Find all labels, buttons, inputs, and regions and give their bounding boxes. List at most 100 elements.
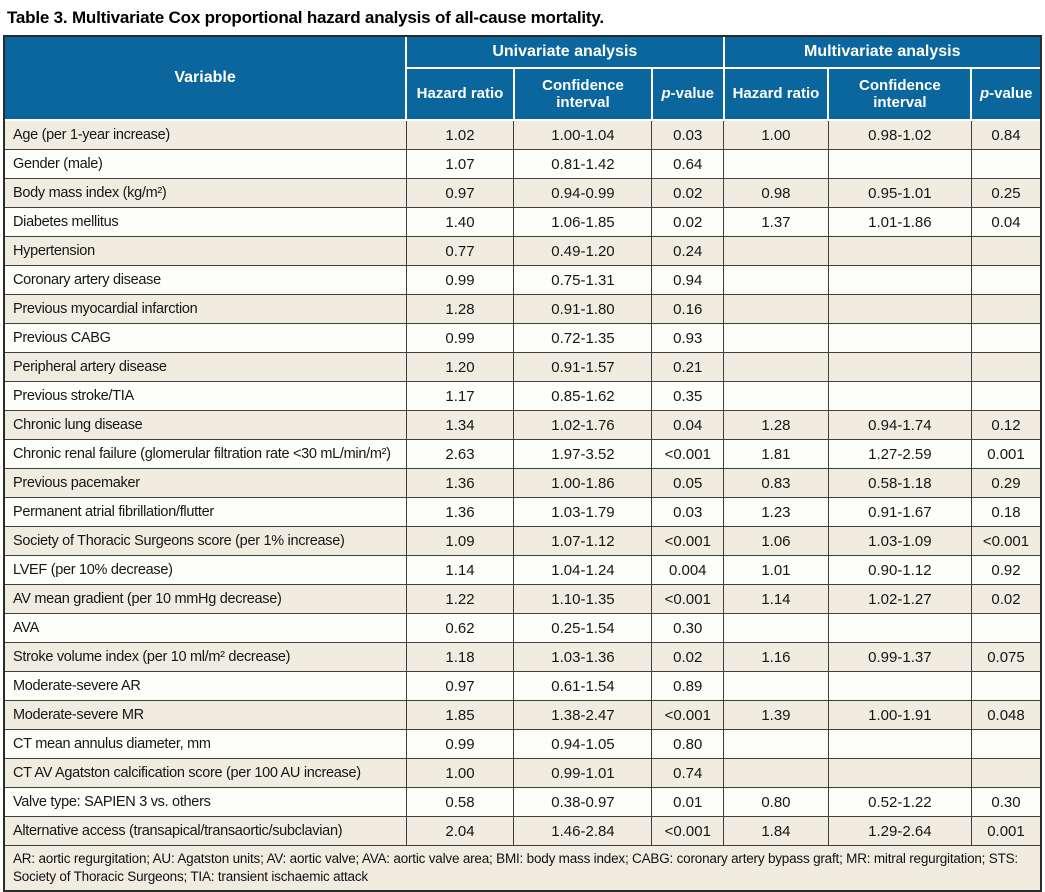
- p-value-italic-p: p: [979, 85, 990, 103]
- multi-p-value-cell: 0.001: [970, 439, 1040, 469]
- uni-p-value-cell: 0.94: [651, 265, 725, 295]
- uni-hazard-ratio-cell: 1.17: [405, 381, 515, 411]
- uni-confidence-interval-cell: 0.94-0.99: [513, 178, 653, 208]
- uni-hazard-ratio-cell: 0.99: [405, 265, 515, 295]
- variable-cell: Stroke volume index (per 10 ml/m² decrea…: [5, 642, 407, 672]
- group-header-multivariate: Multivariate analysis: [722, 37, 1040, 69]
- multi-hazard-ratio-cell: [723, 323, 829, 353]
- multi-hazard-ratio-cell: 1.23: [723, 497, 829, 527]
- multi-p-value-cell: <0.001: [970, 526, 1040, 556]
- multi-p-value-cell: [970, 613, 1040, 643]
- multi-confidence-interval-cell: 1.02-1.27: [827, 584, 972, 614]
- table-row: Body mass index (kg/m²) 0.97 0.94-0.99 0.02…: [5, 178, 1040, 208]
- table-row: AV mean gradient (per 10 mmHg decrease) 1…: [5, 584, 1040, 614]
- multi-confidence-interval-cell: [827, 381, 972, 411]
- variable-cell: Previous myocardial infarction: [5, 294, 407, 324]
- multi-confidence-interval-cell: 1.29-2.64: [827, 816, 972, 846]
- uni-hazard-ratio-cell: 1.07: [405, 149, 515, 179]
- uni-p-value-cell: 0.04: [651, 410, 725, 440]
- uni-confidence-interval-cell: 1.03-1.36: [513, 642, 653, 672]
- uni-confidence-interval-cell: 0.72-1.35: [513, 323, 653, 353]
- table-header: Variable Univariate analysis Multivariat…: [5, 37, 1040, 121]
- uni-p-value-cell: 0.03: [651, 497, 725, 527]
- uni-hazard-ratio-cell: 0.58: [405, 787, 515, 817]
- variable-cell: Chronic renal failure (glomerular filtra…: [5, 439, 407, 469]
- uni-p-value-cell: <0.001: [651, 439, 725, 469]
- multi-p-value-cell: [970, 758, 1040, 788]
- multi-hazard-ratio-cell: [723, 352, 829, 382]
- uni-hazard-ratio-cell: 1.40: [405, 207, 515, 237]
- uni-confidence-interval-cell: 0.81-1.42: [513, 149, 653, 179]
- variable-cell: LVEF (per 10% decrease): [5, 555, 407, 585]
- uni-confidence-interval-cell: 0.91-1.80: [513, 294, 653, 324]
- table-row: Previous CABG 0.99 0.72-1.35 0.93: [5, 323, 1040, 353]
- uni-hazard-ratio-cell: 0.99: [405, 729, 515, 759]
- uni-p-value-cell: 0.74: [651, 758, 725, 788]
- table-footer: AR: aortic regurgitation; AU: Agatston u…: [5, 845, 1040, 891]
- multi-confidence-interval-cell: [827, 671, 972, 701]
- uni-confidence-interval-cell: 1.10-1.35: [513, 584, 653, 614]
- uni-confidence-interval-cell: 1.07-1.12: [513, 526, 653, 556]
- uni-confidence-interval-cell: 0.91-1.57: [513, 352, 653, 382]
- uni-p-value-cell: 0.05: [651, 468, 725, 498]
- multi-hazard-ratio-cell: 1.39: [723, 700, 829, 730]
- p-value-italic-p: p: [661, 85, 671, 103]
- multi-p-value-cell: [970, 352, 1040, 382]
- variable-cell: CT AV Agatston calcification score (per …: [5, 758, 407, 788]
- uni-hazard-ratio-cell: 0.97: [405, 671, 515, 701]
- uni-hazard-ratio-cell: 1.85: [405, 700, 515, 730]
- multi-hazard-ratio-cell: 1.01: [723, 555, 829, 585]
- table-row: Moderate-severe AR 0.97 0.61-1.54 0.89: [5, 671, 1040, 701]
- multi-p-value-cell: [970, 729, 1040, 759]
- table-row: Previous myocardial infarction 1.28 0.91-1…: [5, 294, 1040, 324]
- variable-cell: Alternative access (transapical/transaor…: [5, 816, 407, 846]
- table-row: Coronary artery disease 0.99 0.75-1.31 0.94: [5, 265, 1040, 295]
- uni-hazard-ratio-cell: 1.34: [405, 410, 515, 440]
- uni-confidence-interval-cell: 1.02-1.76: [513, 410, 653, 440]
- multi-hazard-ratio-cell: 1.28: [723, 410, 829, 440]
- multi-confidence-interval-cell: 0.99-1.37: [827, 642, 972, 672]
- uni-p-value-cell: 0.89: [651, 671, 725, 701]
- multi-hazard-ratio-cell: 0.98: [723, 178, 829, 208]
- uni-confidence-interval-cell: 1.03-1.79: [513, 497, 653, 527]
- table-row: Diabetes mellitus 1.40 1.06-1.85 0.02 1.37 1.…: [5, 207, 1040, 237]
- uni-p-value-cell: 0.93: [651, 323, 725, 353]
- uni-confidence-interval-cell: 0.49-1.20: [513, 236, 653, 266]
- multi-p-value-cell: [970, 671, 1040, 701]
- multi-confidence-interval-cell: 1.03-1.09: [827, 526, 972, 556]
- uni-p-value-cell: 0.02: [651, 207, 725, 237]
- multi-hazard-ratio-cell: [723, 671, 829, 701]
- table-row: LVEF (per 10% decrease) 1.14 1.04-1.24 0.00…: [5, 555, 1040, 585]
- column-header-multi-p-value: p-value: [970, 67, 1040, 121]
- cox-analysis-table: Variable Univariate analysis Multivariat…: [5, 37, 1040, 891]
- uni-p-value-cell: 0.02: [651, 178, 725, 208]
- uni-p-value-cell: 0.24: [651, 236, 725, 266]
- multi-hazard-ratio-cell: 1.06: [723, 526, 829, 556]
- uni-confidence-interval-cell: 1.38-2.47: [513, 700, 653, 730]
- variable-cell: Moderate-severe MR: [5, 700, 407, 730]
- uni-hazard-ratio-cell: 1.18: [405, 642, 515, 672]
- uni-confidence-interval-cell: 0.25-1.54: [513, 613, 653, 643]
- multi-p-value-cell: [970, 265, 1040, 295]
- uni-p-value-cell: 0.64: [651, 149, 725, 179]
- multi-confidence-interval-cell: 1.27-2.59: [827, 439, 972, 469]
- multi-p-value-cell: [970, 323, 1040, 353]
- multi-confidence-interval-cell: 0.94-1.74: [827, 410, 972, 440]
- multi-hazard-ratio-cell: 0.83: [723, 468, 829, 498]
- variable-cell: Age (per 1-year increase): [5, 119, 407, 150]
- table-row: AVA 0.62 0.25-1.54 0.30: [5, 613, 1040, 643]
- uni-confidence-interval-cell: 0.94-1.05: [513, 729, 653, 759]
- group-header-row: Variable Univariate analysis Multivariat…: [5, 37, 1040, 121]
- uni-hazard-ratio-cell: 0.62: [405, 613, 515, 643]
- column-header-multi-hazard-ratio: Hazard ratio: [722, 67, 830, 121]
- uni-confidence-interval-cell: 0.99-1.01: [513, 758, 653, 788]
- table-row: Permanent atrial fibrillation/flutter 1.3…: [5, 497, 1040, 527]
- uni-p-value-cell: 0.01: [651, 787, 725, 817]
- group-header-univariate: Univariate analysis: [405, 37, 725, 69]
- multi-hazard-ratio-cell: [723, 294, 829, 324]
- multi-confidence-interval-cell: [827, 294, 972, 324]
- uni-confidence-interval-cell: 0.61-1.54: [513, 671, 653, 701]
- uni-p-value-cell: <0.001: [651, 584, 725, 614]
- multi-hazard-ratio-cell: 1.37: [723, 207, 829, 237]
- multi-confidence-interval-cell: 0.95-1.01: [827, 178, 972, 208]
